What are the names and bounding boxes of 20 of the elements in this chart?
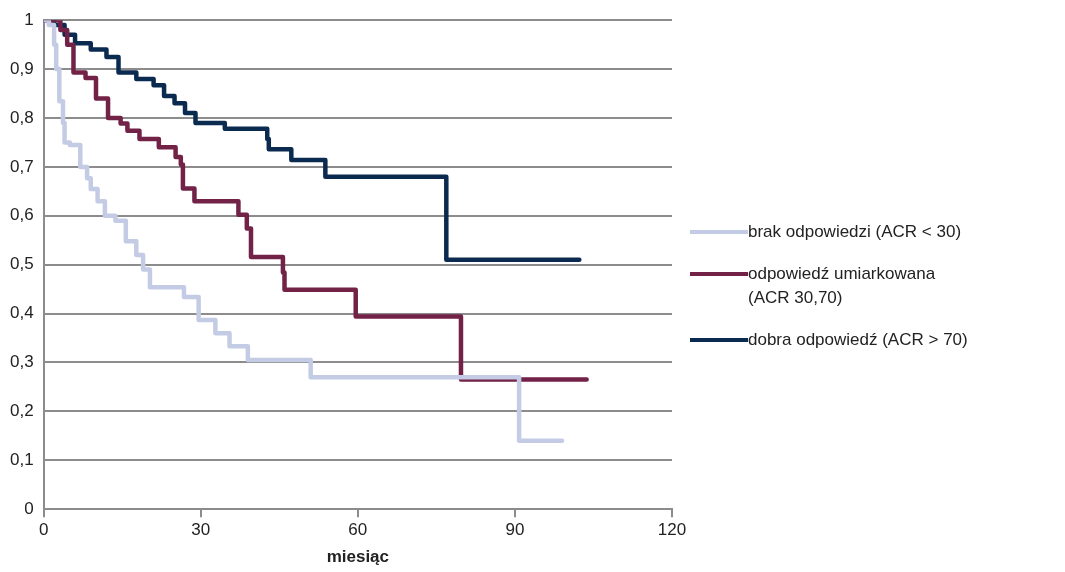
legend-label: brak odpowiedzi (ACR < 30) (748, 221, 963, 243)
y-tick-label: 0,4 (9, 303, 34, 323)
y-tick-label: 0,2 (9, 401, 34, 421)
x-tick-label: 0 (38, 520, 49, 540)
y-tick-label: 0,9 (9, 58, 34, 78)
x-axis-title: miesiąc (326, 547, 390, 567)
y-tick-label: 0,8 (9, 107, 34, 127)
x-tick-label: 30 (191, 520, 211, 540)
legend-label: odpowiedź umiarkowana (ACR 30,70) (748, 263, 937, 309)
y-tick-label: 0 (24, 498, 34, 518)
y-tick-label: 0,1 (9, 449, 34, 469)
y-tick-label: 0,6 (9, 205, 34, 225)
x-tick-label: 60 (348, 520, 368, 540)
y-tick-label: 0,5 (9, 254, 34, 274)
x-tick-label: 120 (657, 520, 687, 540)
legend-label: dobra odpowiedź (ACR > 70) (748, 329, 969, 351)
y-tick-label: 1 (24, 9, 34, 29)
y-tick-label: 0,7 (9, 156, 34, 176)
y-tick-label: 0,3 (9, 352, 34, 372)
x-tick-label: 90 (505, 520, 525, 540)
